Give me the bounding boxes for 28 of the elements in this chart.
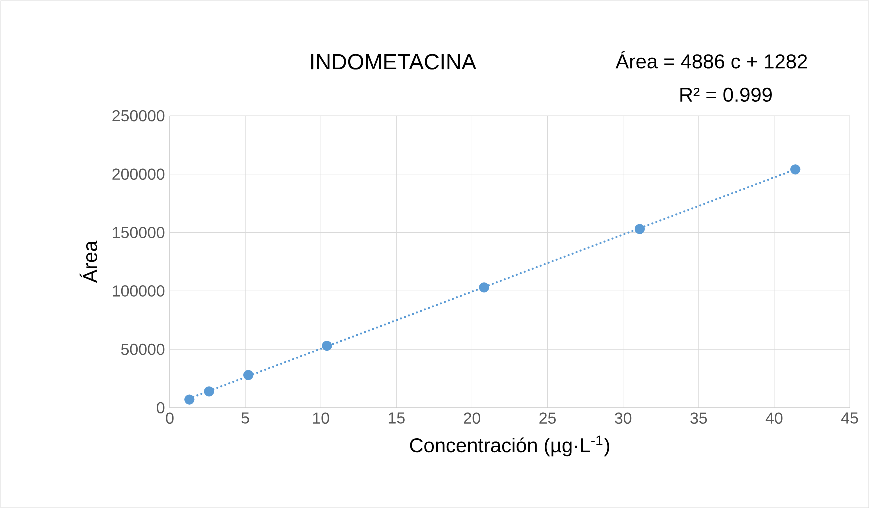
x-tick-label: 10 [313, 412, 330, 424]
text: R² = 0.999 [680, 88, 772, 102]
y-tick-label: 50000 [121, 344, 165, 356]
point [204, 386, 214, 397]
point [790, 164, 801, 175]
x-tick-label: 25 [540, 412, 556, 424]
x-tick-label: 15 [388, 412, 405, 424]
chart-title: INDOMETACINA [312, 54, 476, 70]
x-tick-label: 40 [766, 412, 783, 424]
x-tick-label: 30 [615, 412, 632, 424]
point [184, 394, 195, 405]
x-tick-label: 35 [690, 412, 708, 424]
text: Área = 4886 c + 1282 [616, 51, 808, 69]
y-tick-label: 0 [157, 402, 165, 414]
y-tick-label: 200000 [112, 168, 165, 180]
y-tick-label: 250000 [112, 110, 165, 122]
point [322, 341, 332, 352]
point [634, 224, 646, 234]
y-tick-label: 100000 [113, 286, 165, 297]
point [244, 370, 254, 380]
x-tick-label: 45 [841, 412, 858, 424]
y-tick-label: 150000 [113, 227, 165, 238]
y-axis-title: Área [80, 240, 98, 284]
point [479, 282, 490, 293]
x-tick-label: 0 [166, 412, 174, 424]
x-axis-title: Concentración (µg·L$^{-1}$) [410, 436, 610, 457]
x-tick-label: 5 [242, 412, 250, 424]
x-tick-label: 20 [464, 412, 481, 424]
